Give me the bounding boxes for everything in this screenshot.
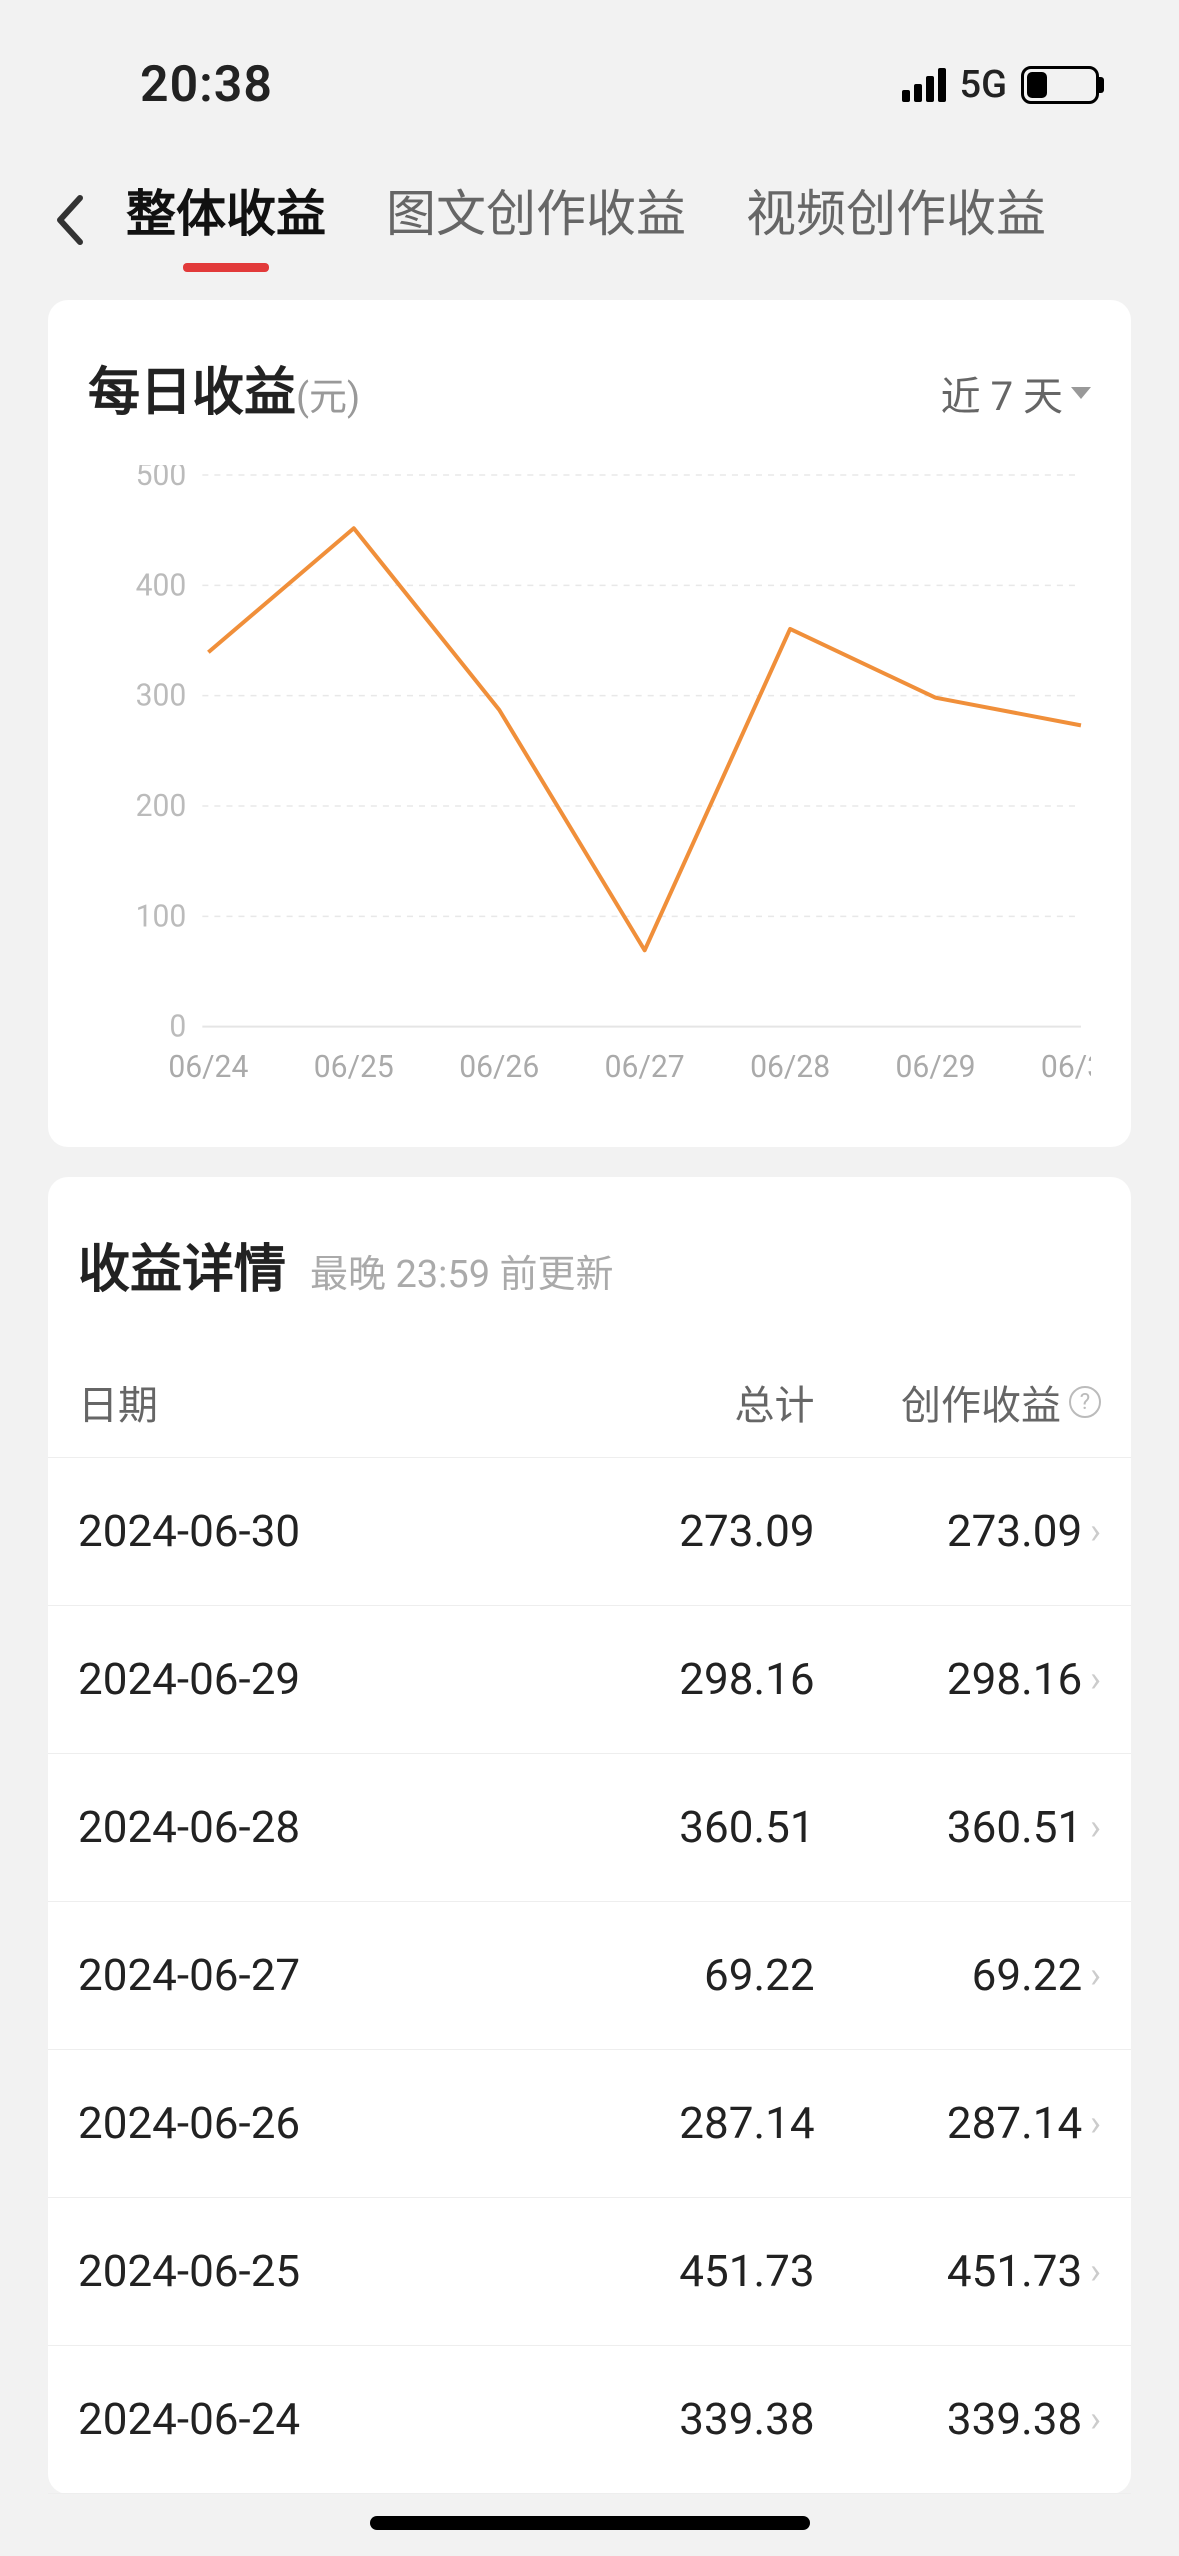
cell-creative: 273.09›	[815, 1505, 1101, 1557]
chevron-right-icon: ›	[1090, 2250, 1101, 2292]
table-body: 2024-06-30273.09273.09›2024-06-29298.162…	[48, 1458, 1131, 2494]
cell-date: 2024-06-24	[78, 2393, 590, 2445]
cell-date: 2024-06-25	[78, 2245, 590, 2297]
cell-total: 69.22	[590, 1949, 815, 2001]
chevron-right-icon: ›	[1090, 1806, 1101, 1848]
tab-0[interactable]: 整体收益	[126, 174, 326, 266]
status-right: 5G	[902, 63, 1099, 107]
tab-2[interactable]: 视频创作收益	[746, 174, 1046, 266]
cell-creative: 287.14›	[815, 2097, 1101, 2149]
range-label: 近 7 天	[941, 364, 1063, 422]
cell-creative-value: 298.16	[947, 1653, 1082, 1705]
cell-date: 2024-06-26	[78, 2097, 590, 2149]
cell-total: 287.14	[590, 2097, 815, 2149]
chevron-right-icon: ›	[1090, 1658, 1101, 1700]
cell-creative: 360.51›	[815, 1801, 1101, 1853]
svg-text:06/30: 06/30	[1041, 1050, 1091, 1085]
details-header: 收益详情 最晚 23:59 前更新	[48, 1227, 1131, 1348]
table-row[interactable]: 2024-06-30273.09273.09›	[48, 1458, 1131, 1606]
caret-down-icon	[1071, 387, 1091, 399]
details-title: 收益详情	[78, 1227, 286, 1302]
svg-text:06/24: 06/24	[168, 1050, 248, 1085]
cell-date: 2024-06-29	[78, 1653, 590, 1705]
cell-creative: 69.22›	[815, 1949, 1101, 2001]
svg-text:300: 300	[136, 679, 187, 714]
home-indicator	[370, 2516, 810, 2530]
cell-date: 2024-06-27	[78, 1949, 590, 2001]
details-subtitle: 最晚 23:59 前更新	[310, 1243, 613, 1298]
card-header: 每日收益(元) 近 7 天	[88, 350, 1091, 425]
battery-icon	[1021, 66, 1099, 104]
card-title-unit: (元)	[296, 376, 360, 420]
daily-income-card: 每日收益(元) 近 7 天 0 100 200 300 400 500 06/24 06/25…	[48, 300, 1131, 1147]
table-row[interactable]: 2024-06-24339.38339.38›	[48, 2346, 1131, 2494]
cell-creative-value: 451.73	[947, 2245, 1082, 2297]
svg-text:400: 400	[136, 568, 187, 603]
svg-text:100: 100	[136, 899, 187, 934]
cell-total: 339.38	[590, 2393, 815, 2445]
cell-creative-value: 69.22	[972, 1949, 1083, 2001]
cell-creative-value: 360.51	[947, 1801, 1082, 1853]
cell-date: 2024-06-28	[78, 1801, 590, 1853]
card-title: 每日收益(元)	[88, 350, 360, 425]
col-header-date: 日期	[78, 1373, 590, 1431]
tab-1[interactable]: 图文创作收益	[386, 174, 686, 266]
chevron-right-icon: ›	[1090, 1510, 1101, 1552]
chart-area: 0 100 200 300 400 500 06/24 06/25 06/26 06/27 06/2…	[88, 465, 1091, 1107]
table-row[interactable]: 2024-06-28360.51360.51›	[48, 1754, 1131, 1902]
svg-text:200: 200	[136, 789, 187, 824]
table-row[interactable]: 2024-06-29298.16298.16›	[48, 1606, 1131, 1754]
svg-text:0: 0	[169, 1010, 186, 1045]
income-details-card: 收益详情 最晚 23:59 前更新 日期 总计 创作收益 ? 2024-06-3…	[48, 1177, 1131, 2494]
cell-total: 360.51	[590, 1801, 815, 1853]
cell-creative-value: 287.14	[947, 2097, 1082, 2149]
chevron-right-icon: ›	[1090, 2102, 1101, 2144]
cell-creative: 451.73›	[815, 2245, 1101, 2297]
cell-total: 273.09	[590, 1505, 815, 1557]
cell-creative-value: 273.09	[947, 1505, 1082, 1557]
status-time: 20:38	[140, 56, 273, 114]
cell-creative-value: 339.38	[947, 2393, 1082, 2445]
svg-text:06/25: 06/25	[314, 1050, 394, 1085]
card-title-text: 每日收益	[88, 362, 296, 423]
cell-total: 451.73	[590, 2245, 815, 2297]
col-header-creative-label: 创作收益	[901, 1373, 1061, 1431]
cell-creative: 339.38›	[815, 2393, 1101, 2445]
signal-icon	[902, 68, 946, 102]
svg-text:06/28: 06/28	[750, 1050, 830, 1085]
tab-bar: 整体收益图文创作收益视频创作收益	[126, 174, 1139, 266]
network-label: 5G	[960, 63, 1007, 107]
svg-text:06/27: 06/27	[605, 1050, 685, 1085]
chevron-right-icon: ›	[1090, 1954, 1101, 1996]
line-chart: 0 100 200 300 400 500 06/24 06/25 06/26 06/27 06/2…	[88, 465, 1091, 1107]
cell-date: 2024-06-30	[78, 1505, 590, 1557]
info-icon[interactable]: ?	[1069, 1386, 1101, 1418]
table-row[interactable]: 2024-06-2769.2269.22›	[48, 1902, 1131, 2050]
svg-text:500: 500	[136, 465, 187, 493]
range-selector[interactable]: 近 7 天	[941, 364, 1091, 422]
svg-text:06/26: 06/26	[459, 1050, 539, 1085]
svg-text:06/29: 06/29	[896, 1050, 976, 1085]
battery-fill	[1027, 72, 1047, 98]
status-bar: 20:38 5G	[0, 0, 1179, 140]
chevron-right-icon: ›	[1090, 2398, 1101, 2440]
col-header-creative: 创作收益 ?	[815, 1373, 1101, 1431]
back-button[interactable]	[40, 190, 100, 250]
chevron-left-icon	[50, 190, 90, 250]
table-header: 日期 总计 创作收益 ?	[48, 1348, 1131, 1458]
table-row[interactable]: 2024-06-26287.14287.14›	[48, 2050, 1131, 2198]
table-row[interactable]: 2024-06-25451.73451.73›	[48, 2198, 1131, 2346]
cell-total: 298.16	[590, 1653, 815, 1705]
cell-creative: 298.16›	[815, 1653, 1101, 1705]
nav-bar: 整体收益图文创作收益视频创作收益	[0, 140, 1179, 300]
col-header-total: 总计	[590, 1373, 815, 1431]
